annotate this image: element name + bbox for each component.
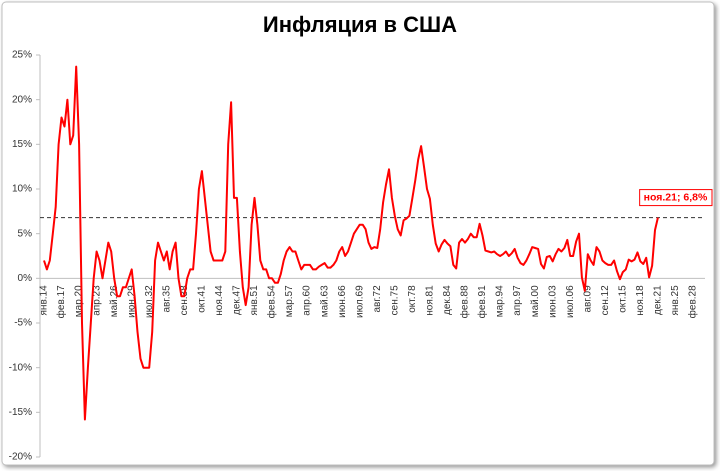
x-tick-label: окт.41 xyxy=(197,285,208,313)
series-line xyxy=(43,65,659,421)
x-tick-label: июл.06 xyxy=(565,285,576,318)
x-tick-label: авг.09 xyxy=(582,285,593,313)
x-tick-label: янв.51 xyxy=(249,285,260,316)
y-tick-label: 5% xyxy=(18,228,33,239)
y-tick-label: -10% xyxy=(9,362,32,373)
x-tick-label: фев.88 xyxy=(459,285,471,318)
y-tick-label: -20% xyxy=(9,452,32,463)
y-tick-label: -5% xyxy=(14,318,32,329)
x-tick-label: апр.23 xyxy=(91,285,102,316)
x-tick-label: июн.03 xyxy=(547,285,558,318)
x-tick-label: дек.84 xyxy=(442,285,453,315)
x-tick-label: мар.57 xyxy=(284,285,295,317)
y-tick-label: 10% xyxy=(12,184,32,195)
x-tick-label: июн.66 xyxy=(337,285,348,318)
annotation: ноя.21; 6,8% xyxy=(644,191,708,203)
y-tick-label: 25% xyxy=(12,50,32,61)
x-tick-label: фев.17 xyxy=(55,285,67,318)
x-tick-label: сен.12 xyxy=(600,285,611,315)
x-tick-label: авг.72 xyxy=(372,285,383,313)
x-tick-label: июл.69 xyxy=(354,285,365,318)
x-tick-label: окт.15 xyxy=(617,285,628,313)
x-tick-label: мар.94 xyxy=(495,285,506,317)
x-tick-label: май.26 xyxy=(109,285,120,317)
x-tick-label: мар.20 xyxy=(74,285,85,317)
x-tick-label: окт.78 xyxy=(407,285,418,313)
x-tick-label: сен.75 xyxy=(389,285,400,315)
x-tick-label: дек.21 xyxy=(653,285,664,315)
y-tick-label: 15% xyxy=(12,139,32,150)
x-tick-label: фев.54 xyxy=(266,285,278,318)
x-tick-label: май.00 xyxy=(530,285,541,317)
x-tick-label: апр.60 xyxy=(302,285,313,316)
y-tick-label: -15% xyxy=(9,407,32,418)
x-tick-label: янв.14 xyxy=(39,285,50,316)
y-tick-label: 0% xyxy=(18,273,33,284)
chart-frame xyxy=(1,1,715,466)
x-tick-label: май.63 xyxy=(319,285,330,317)
x-tick-label: фев.91 xyxy=(476,285,488,318)
x-tick-label: авг.35 xyxy=(161,285,172,313)
chart-title: Инфляция в США xyxy=(263,12,457,37)
x-tick-label: ноя.18 xyxy=(635,285,646,316)
x-tick-label: июн.29 xyxy=(126,285,137,318)
x-tick-label: фев.28 xyxy=(687,285,699,318)
x-tick-label: ноя.44 xyxy=(214,285,225,316)
x-tick-label: июл.32 xyxy=(144,285,155,318)
x-tick-label: ноя.81 xyxy=(425,285,436,316)
x-tick-label: сен.38 xyxy=(179,285,190,315)
y-tick-label: 20% xyxy=(12,94,32,105)
annotation-box xyxy=(639,189,713,207)
x-tick-label: янв.25 xyxy=(670,285,681,316)
x-tick-label: апр.97 xyxy=(512,285,523,316)
x-tick-label: дек.47 xyxy=(232,285,243,315)
